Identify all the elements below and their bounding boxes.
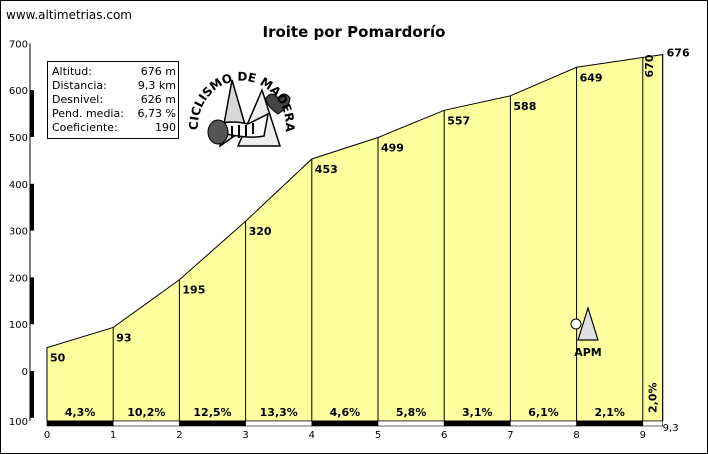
stat-label: Pend. media: [52, 107, 124, 120]
gradient-label: 2,0% [647, 382, 660, 413]
altitude-label: 649 [580, 71, 603, 84]
x-tick-label: 8 [573, 430, 579, 441]
y-axis-segment [30, 90, 34, 137]
y-axis-segment [30, 183, 34, 231]
heart-icon [265, 93, 291, 115]
km-bar [510, 420, 577, 427]
gradient-label: 12,5% [193, 406, 231, 419]
y-tick-label: 100 [9, 417, 28, 428]
km-bar [179, 420, 246, 427]
stat-value: 626 m [140, 93, 176, 106]
stat-label: Altitud: [52, 65, 92, 78]
altitude-label: 557 [447, 114, 470, 127]
cyclist-icon [570, 318, 582, 330]
stat-label: Desnivel: [52, 93, 104, 106]
km-bar [642, 420, 663, 427]
altitude-label: 588 [513, 100, 536, 113]
stat-label: Coeficiente: [52, 121, 118, 134]
logo-graphic: CICLISMO DE MADERA Y VIENTO [187, 70, 297, 148]
km-bar [245, 420, 313, 427]
altitude-label: 670 [643, 54, 656, 77]
x-tick-label: 7 [507, 430, 513, 441]
stat-row: Desnivel: 626 m [52, 93, 176, 107]
altitude-label: 50 [50, 352, 66, 365]
stat-value: 676 m [140, 65, 176, 78]
x-tick-label: 4 [309, 430, 315, 441]
gradient-label: 2,1% [594, 406, 625, 419]
x-tick-label: 3 [242, 430, 248, 441]
x-tick-label: 9 [640, 430, 646, 441]
profile-area [46, 54, 664, 422]
y-tick-label: 200 [9, 273, 28, 284]
apm-label: APM [574, 346, 602, 359]
altitude-label: 320 [249, 225, 272, 238]
gradient-label: 4,6% [330, 406, 361, 419]
km-bar [576, 420, 644, 427]
x-tick-label: 5 [375, 430, 381, 441]
stats-box: Altitud: 676 m Distancia: 9,3 km Desnivel: 62… [47, 61, 179, 139]
x-tick-label: 6 [441, 430, 447, 441]
gradient-label: 6,1% [528, 406, 559, 419]
stat-row: Coeficiente: 190 [52, 121, 176, 135]
gradient-label: 5,8% [396, 406, 427, 419]
km-bar [443, 420, 511, 427]
y-axis-segment [30, 371, 34, 418]
km-bar [46, 420, 114, 427]
y-axis-segment [30, 277, 34, 325]
chart-title: Iroite por Pomardorío [262, 23, 446, 41]
y-tick-label: 0 [22, 367, 28, 378]
stat-value: 190 [155, 121, 176, 134]
altitude-label: 499 [381, 141, 404, 154]
y-tick-label: 400 [9, 180, 28, 191]
fish-head-icon [207, 119, 229, 145]
gradient-label: 10,2% [127, 406, 165, 419]
km-bar [112, 420, 180, 427]
x-tick-label: 9,3 [663, 423, 679, 434]
apm-marker: APM [570, 305, 602, 359]
y-tick-label: 700 [9, 39, 28, 50]
km-bar [377, 420, 445, 427]
y-tick-label: 500 [9, 133, 28, 144]
altitude-label: 676 [667, 47, 690, 60]
gradient-label: 13,3% [260, 406, 298, 419]
altitude-label: 453 [315, 163, 338, 176]
km-bar [311, 420, 379, 427]
gradient-label: 3,1% [462, 406, 493, 419]
y-tick-label: 100 [9, 320, 28, 331]
altitude-label: 93 [116, 331, 131, 344]
gradient-label: 4,3% [65, 406, 96, 419]
y-tick-label: 600 [9, 86, 28, 97]
altitude-label: 195 [182, 284, 205, 297]
stat-value: 9,3 km [137, 79, 176, 92]
x-tick-label: 0 [44, 430, 50, 441]
stat-row: Pend. media: 6,73 % [52, 107, 176, 121]
y-tick-label: 300 [9, 227, 28, 238]
x-tick-label: 2 [176, 430, 182, 441]
stat-value: 6,73 % [137, 107, 176, 120]
stat-label: Distancia: [52, 79, 107, 92]
stat-row: Altitud: 676 m [52, 65, 176, 79]
apm-mountain-icon [577, 305, 599, 341]
stat-row: Distancia: 9,3 km [52, 79, 176, 93]
site-url: www.altimetrias.com [6, 8, 132, 22]
x-tick-label: 1 [110, 430, 116, 441]
